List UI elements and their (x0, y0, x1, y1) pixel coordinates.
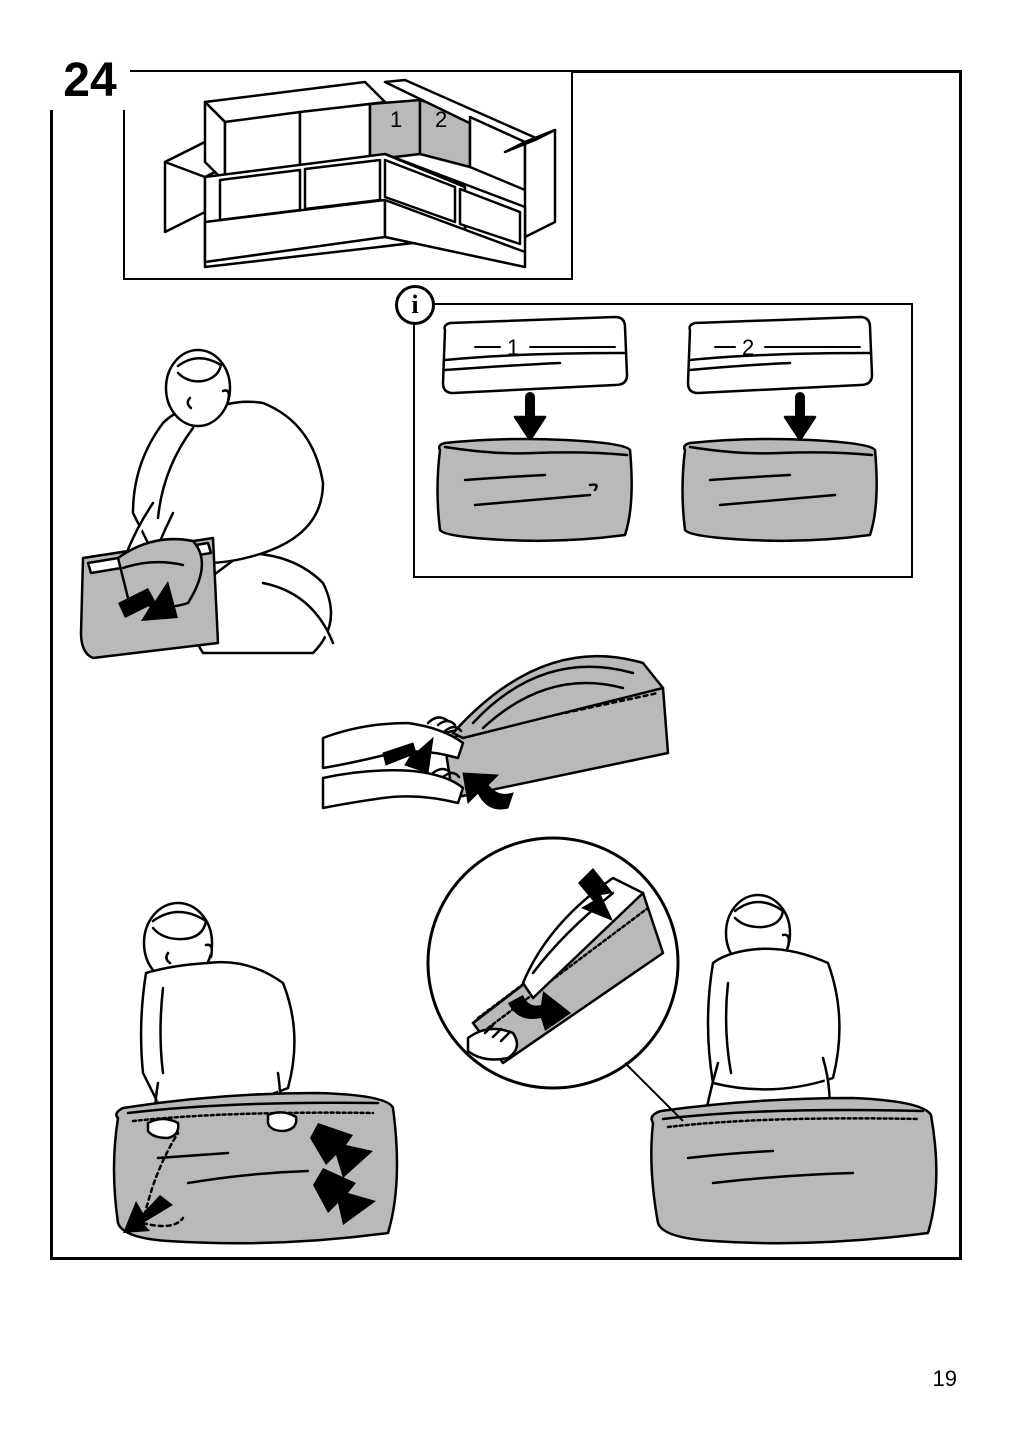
step-number-text: 24 (63, 53, 116, 108)
step-number: 24 (50, 50, 130, 110)
sofa-cushion-label-2: 2 (435, 107, 447, 132)
corner-sofa-diagram: 1 2 (125, 72, 575, 282)
cushion-info-panel: i (413, 303, 913, 578)
sofa-overview-panel: 1 2 (123, 70, 573, 280)
person-stuffing-illustration (78, 873, 418, 1253)
info-cushion-label-1: 1 (507, 335, 519, 360)
sofa-cushion-label-1: 1 (390, 107, 402, 132)
hands-tucking-illustration (313, 593, 683, 843)
person-zipping-illustration (413, 823, 953, 1253)
page-number-text: 19 (933, 1366, 957, 1391)
info-icon: i (395, 285, 435, 325)
page-number: 19 (933, 1366, 957, 1392)
page-frame: 1 2 i (50, 70, 962, 1260)
cushion-cover-info-diagram: 1 2 (415, 305, 915, 580)
info-icon-label: i (411, 290, 418, 320)
info-cushion-label-2: 2 (742, 335, 754, 360)
